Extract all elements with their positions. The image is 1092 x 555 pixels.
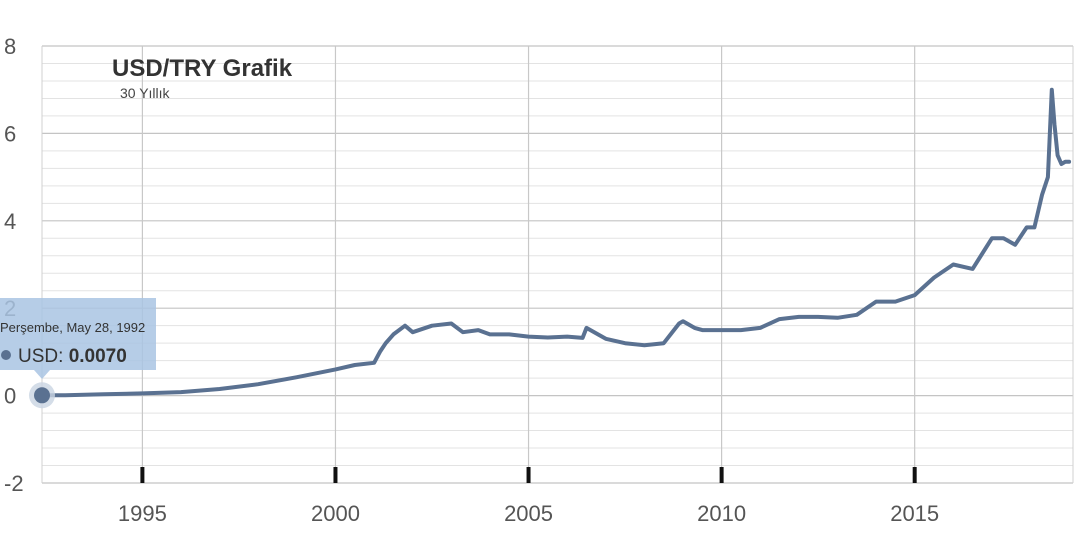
x-tick-label: 2010 xyxy=(697,501,746,526)
y-tick-label: 8 xyxy=(4,34,16,59)
tooltip-series-label: USD: xyxy=(18,346,69,367)
tooltip-series-dot xyxy=(1,350,11,360)
tooltip-date: Perşembe, May 28, 1992 xyxy=(0,320,145,335)
tooltip-text: USD: 0.0070 xyxy=(18,346,127,367)
chart-title: USD/TRY Grafik xyxy=(112,55,293,82)
x-tick-label: 1995 xyxy=(118,501,167,526)
y-axis-labels: -202468 xyxy=(4,34,24,496)
x-tick-label: 2015 xyxy=(890,501,939,526)
y-tick-label: 4 xyxy=(4,209,16,234)
x-tick-label: 2005 xyxy=(504,501,553,526)
tooltip-box xyxy=(0,298,156,370)
chart-grid xyxy=(41,45,1074,484)
x-axis-tick-marks xyxy=(140,467,917,483)
x-tick-label: 2000 xyxy=(311,501,360,526)
tooltip-value: 0.0070 xyxy=(69,346,127,367)
y-tick-label: 6 xyxy=(4,121,16,146)
usd-series-line[interactable] xyxy=(40,87,1072,398)
chart-subtitle: 30 Yıllık xyxy=(120,85,171,101)
y-tick-label: -2 xyxy=(4,471,24,496)
tooltip-pointer xyxy=(34,370,50,379)
tooltip: Perşembe, May 28, 1992 USD: 0.0070 xyxy=(0,298,156,379)
y-tick-label: 0 xyxy=(4,384,16,409)
hover-point[interactable] xyxy=(34,387,50,404)
x-axis-labels: 1995 2000 2005 2010 2015 xyxy=(118,501,939,526)
